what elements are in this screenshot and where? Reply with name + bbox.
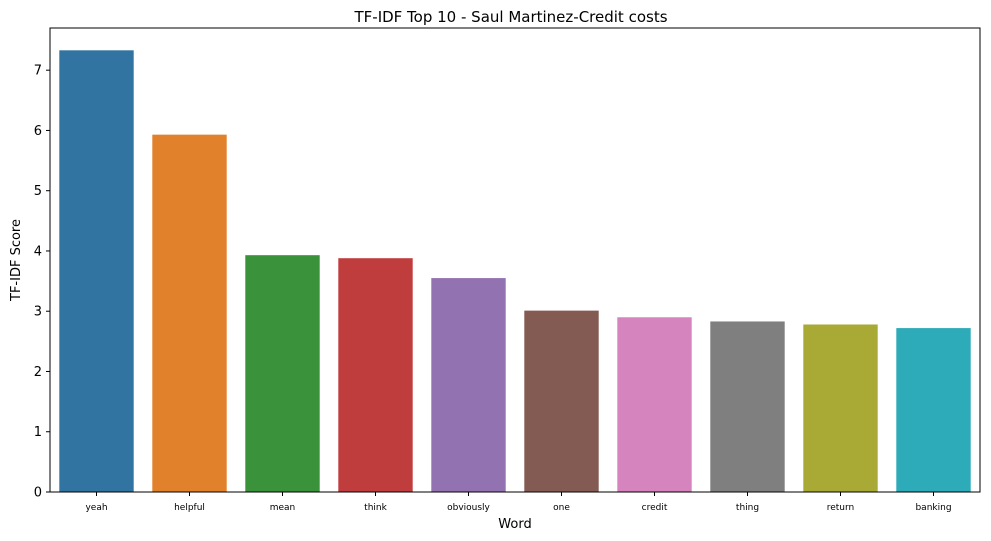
bars-group bbox=[59, 50, 971, 493]
x-tick-label: thing bbox=[736, 503, 759, 513]
x-axis-label: Word bbox=[498, 517, 531, 532]
x-tick-label: think bbox=[364, 503, 387, 513]
bar-yeah bbox=[59, 50, 134, 493]
x-tick-label: return bbox=[827, 503, 855, 513]
bar-obviously bbox=[431, 278, 506, 492]
y-axis: 0 1 2 3 4 5 6 7 bbox=[34, 64, 50, 501]
bar-one bbox=[524, 310, 599, 492]
bar-helpful bbox=[152, 134, 227, 492]
plot-frame bbox=[49, 27, 981, 493]
y-tick-label: 3 bbox=[34, 305, 42, 320]
x-tick-label: obviously bbox=[447, 503, 490, 513]
bar-return bbox=[803, 324, 878, 492]
bar-think bbox=[338, 258, 413, 492]
bar-credit bbox=[617, 317, 692, 492]
bar-thing bbox=[710, 321, 785, 492]
x-tick-label: one bbox=[553, 503, 570, 513]
x-tick-label: banking bbox=[915, 503, 951, 513]
y-tick-label: 5 bbox=[34, 184, 42, 199]
y-tick-label: 2 bbox=[34, 365, 42, 380]
bar-mean bbox=[245, 255, 320, 492]
x-tick-label: yeah bbox=[85, 503, 107, 513]
x-tick-label: mean bbox=[270, 503, 296, 513]
bar-banking bbox=[896, 328, 971, 492]
y-tick-label: 6 bbox=[34, 124, 42, 139]
y-tick-label: 1 bbox=[34, 425, 42, 440]
x-tick-label: helpful bbox=[174, 503, 205, 513]
x-tick-label: credit bbox=[642, 503, 668, 513]
x-axis: yeah helpful mean think obviously one credit th… bbox=[85, 492, 952, 513]
y-axis-label: TF-IDF Score bbox=[9, 219, 24, 302]
y-tick-label: 4 bbox=[34, 244, 42, 259]
y-tick-label: 0 bbox=[34, 486, 42, 501]
y-tick-label: 7 bbox=[34, 64, 42, 79]
chart-title: TF-IDF Top 10 - Saul Martinez-Credit cos… bbox=[353, 8, 667, 26]
